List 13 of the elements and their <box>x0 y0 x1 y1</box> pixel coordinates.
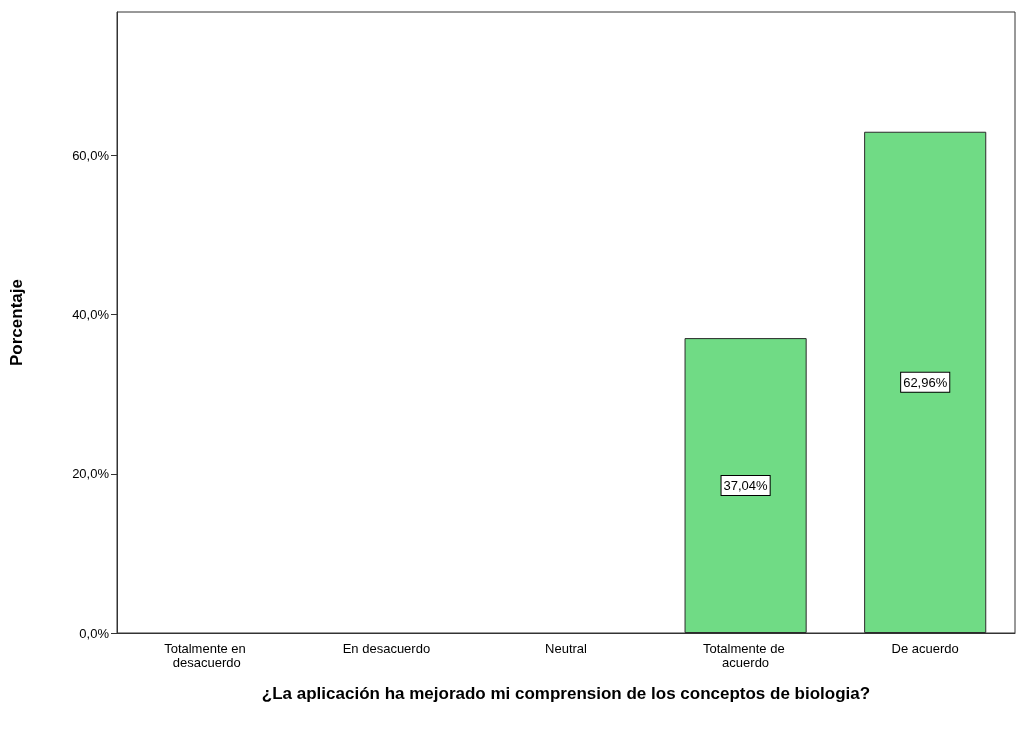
y-axis-title: Porcentaje <box>7 279 26 366</box>
x-tick-label: De acuerdo <box>891 640 959 656</box>
x-tick-label: Totalmente en desacuerdo <box>164 640 250 670</box>
x-tick-label: En desacuerdo <box>342 640 431 656</box>
data-label: 62,96% <box>903 374 948 390</box>
data-label: 37,04% <box>723 478 769 494</box>
y-tick-label: 60,0% <box>72 147 110 163</box>
y-tick-label: 20,0% <box>72 466 110 482</box>
x-axis-title: ¿La aplicación ha mejorado mi comprension de los conceptos de biologia? <box>261 684 871 703</box>
x-tick-label: Neutral <box>545 640 588 656</box>
x-tick-label: Totalmente de acuerdo <box>702 640 789 670</box>
y-tick-label: 40,0% <box>72 307 110 323</box>
y-tick-label: 0,0% <box>79 625 110 641</box>
